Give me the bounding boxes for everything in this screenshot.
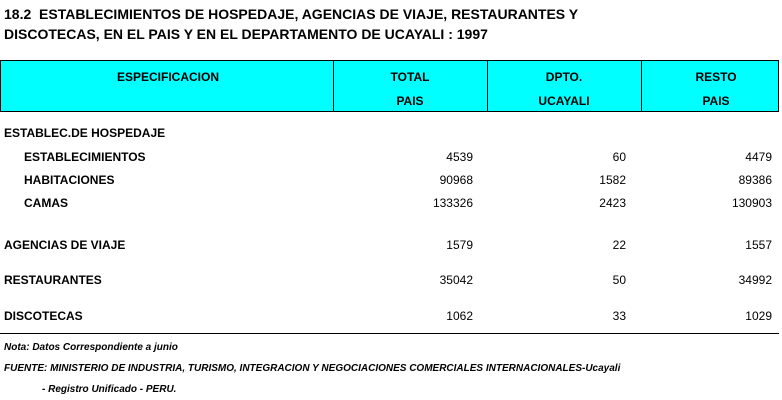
cell-value: 4539: [446, 150, 473, 164]
header-cell: ESPECIFICACION: [116, 70, 220, 84]
row-label: AGENCIAS DE VIAJE: [4, 238, 126, 252]
header-cell: UCAYALI: [538, 94, 590, 108]
note: Nota: Datos Correspondiente a junio: [4, 342, 178, 353]
row-label: DISCOTECAS: [4, 309, 83, 323]
note: - Registro Unificado - PERU.: [42, 384, 177, 395]
header-cell: DPTO.: [545, 70, 583, 84]
row-label: ESTABLEC.DE HOSPEDAJE: [4, 126, 166, 140]
row-label: CAMAS: [24, 196, 68, 210]
cell-value: 22: [612, 238, 626, 252]
table-header: [0, 60, 779, 112]
cell-value: 35042: [439, 273, 473, 287]
cell-value: 133326: [432, 196, 473, 210]
divider: [487, 60, 488, 112]
cell-value: 1579: [446, 238, 473, 252]
title-line: 18.2 ESTABLECIMIENTOS DE HOSPEDAJE, AGEN…: [4, 6, 579, 22]
row-label: ESTABLECIMIENTOS: [24, 150, 146, 164]
cell-value: 50: [612, 273, 626, 287]
cell-value: 130903: [731, 196, 772, 210]
header-cell: TOTAL: [390, 70, 430, 84]
cell-value: 90968: [439, 173, 473, 187]
title-line: DISCOTECAS, EN EL PAIS Y EN EL DEPARTAME…: [4, 26, 488, 42]
cell-value: 1062: [446, 309, 473, 323]
header-cell: PAIS: [702, 94, 730, 108]
header-cell: PAIS: [396, 94, 424, 108]
cell-value: 1557: [745, 238, 772, 252]
divider: [641, 60, 642, 112]
cell-value: 60: [612, 150, 626, 164]
cell-value: 1582: [599, 173, 626, 187]
cell-value: 33: [612, 309, 626, 323]
cell-value: 2423: [599, 196, 626, 210]
cell-value: 1029: [745, 309, 772, 323]
divider: [333, 60, 334, 112]
cell-value: 34992: [738, 273, 772, 287]
cell-value: 4479: [745, 150, 772, 164]
row-label: HABITACIONES: [24, 173, 115, 187]
row-label: RESTAURANTES: [4, 273, 102, 287]
note: FUENTE: MINISTERIO DE INDUSTRIA, TURISMO…: [4, 363, 621, 374]
table-rule: [0, 333, 779, 334]
header-cell: RESTO: [695, 70, 737, 84]
cell-value: 89386: [738, 173, 772, 187]
